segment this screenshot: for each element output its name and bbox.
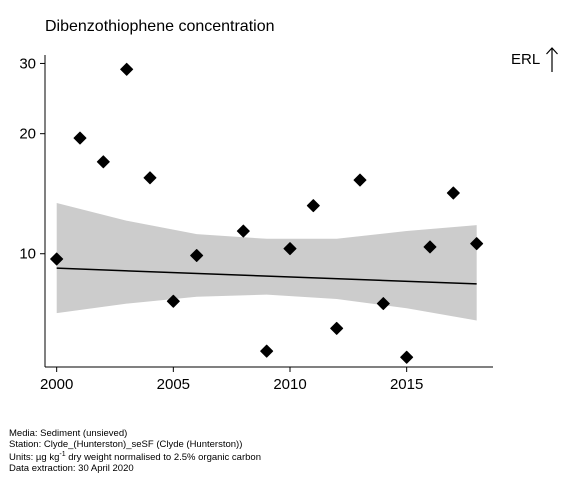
footer-media: Media: Sediment (unsieved) bbox=[9, 428, 128, 439]
x-tick-label: 2010 bbox=[273, 376, 306, 393]
data-point bbox=[330, 321, 344, 335]
footer-station: Station: Clyde_(Hunterston)_seSF (Clyde … bbox=[9, 438, 243, 450]
data-point bbox=[50, 252, 64, 266]
y-tick-label: 30 bbox=[19, 55, 36, 72]
footer-units-sup: -1 bbox=[59, 451, 66, 458]
up-arrow-icon bbox=[546, 47, 558, 72]
x-tick-label: 2005 bbox=[157, 376, 190, 393]
data-point bbox=[190, 248, 204, 262]
data-point bbox=[143, 171, 157, 185]
data-point bbox=[73, 131, 87, 145]
x-tick-label: 2015 bbox=[390, 376, 423, 393]
data-point bbox=[166, 294, 180, 308]
data-point bbox=[283, 242, 297, 256]
data-point bbox=[446, 186, 460, 200]
scatter-plot: 10 20 30 2000 2005 2010 2015 bbox=[19, 55, 493, 393]
x-tick-label: 2000 bbox=[40, 376, 73, 393]
data-point bbox=[120, 62, 134, 76]
footer-units: Units: µg kg-1 dry weight normalised to … bbox=[9, 450, 261, 464]
chart-title: Dibenzothiophene concentration bbox=[45, 18, 275, 35]
footer-units-suffix: dry weight normalised to 2.5% organic ca… bbox=[65, 452, 261, 464]
footer-units-prefix: Units: µg kg bbox=[9, 452, 60, 464]
data-point bbox=[306, 199, 320, 213]
footer-extraction: Data extraction: 30 April 2020 bbox=[9, 462, 134, 474]
data-point bbox=[236, 224, 250, 238]
data-point bbox=[376, 297, 390, 311]
data-point bbox=[353, 173, 367, 187]
data-point bbox=[400, 350, 414, 364]
data-point bbox=[423, 240, 437, 254]
chart-footer: Media: Sediment (unsieved) Station: Clyd… bbox=[9, 428, 261, 474]
data-point bbox=[96, 155, 110, 169]
data-point bbox=[470, 237, 484, 251]
confidence-band bbox=[56, 203, 477, 321]
erl-label: ERL bbox=[511, 51, 541, 68]
y-tick-label: 10 bbox=[19, 246, 36, 263]
y-tick-label: 20 bbox=[19, 126, 36, 143]
trend-line bbox=[56, 267, 477, 285]
data-point bbox=[260, 344, 274, 358]
